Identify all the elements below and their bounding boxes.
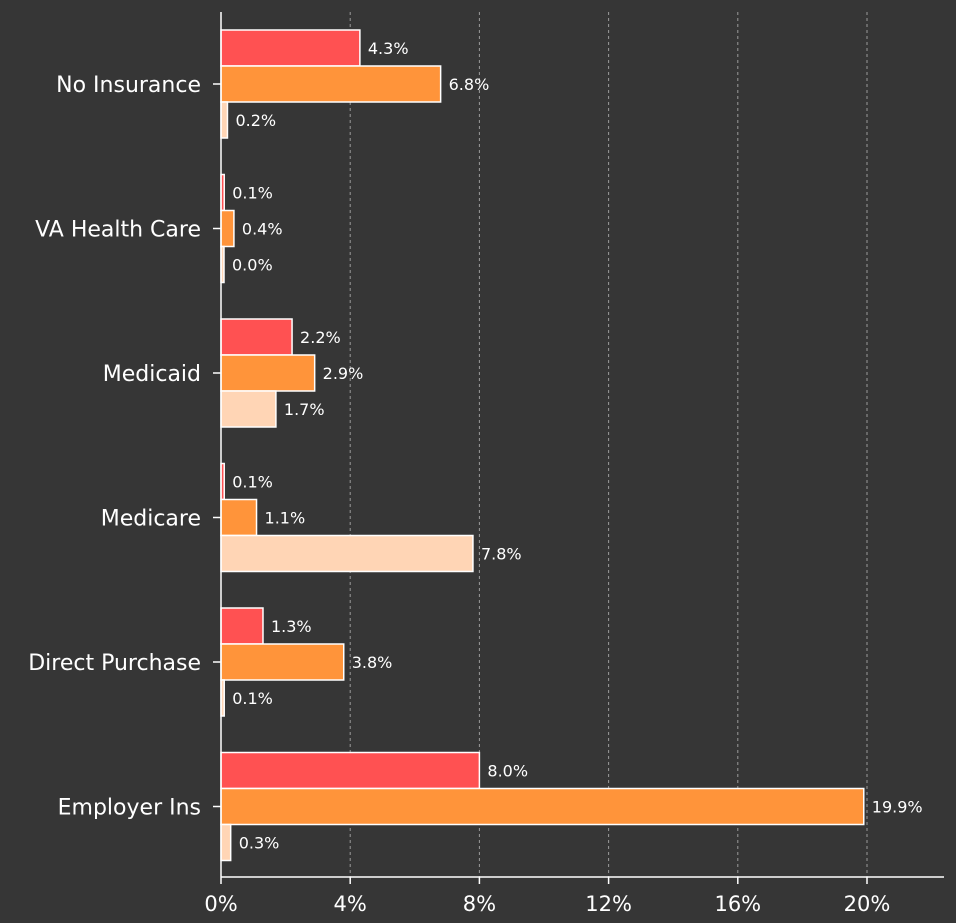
value-label: 0.1% (232, 184, 273, 203)
bars (220, 29, 865, 862)
value-label: 6.8% (449, 75, 490, 94)
bar (220, 787, 865, 826)
tick-labels: 0% 4% 8% 12% 16% 20% (204, 892, 890, 916)
value-labels: 4.3% 6.8% 0.2% 0.1% 0.4% 0.0% 2.2% 2.9% 1.7% 0.1%… (232, 39, 923, 853)
category-label: No Insurance (56, 73, 201, 98)
bar (220, 390, 277, 428)
bar (220, 29, 361, 67)
category-label: Employer Ins (58, 796, 201, 821)
bar (220, 354, 316, 392)
value-label: 8.0% (487, 762, 528, 781)
bar (220, 101, 229, 139)
category-label: Medicare (101, 507, 201, 532)
category-labels: No Insurance VA Health Care Medicaid Medica… (28, 73, 201, 821)
bar (220, 498, 258, 537)
x-tick-label: 0% (204, 892, 237, 916)
x-tick-label: 8% (463, 892, 496, 916)
value-label: 0.1% (232, 689, 273, 708)
category-label: Direct Purchase (28, 651, 201, 676)
bar (220, 65, 442, 103)
bar (220, 643, 345, 681)
x-tick-label: 16% (714, 892, 761, 916)
value-label: 0.3% (239, 834, 280, 853)
value-label: 2.9% (323, 364, 364, 383)
x-tick-label: 12% (585, 892, 632, 916)
value-label: 0.2% (235, 111, 276, 130)
value-label: 3.8% (352, 653, 393, 672)
value-label: 1.1% (265, 509, 306, 528)
value-label: 19.9% (872, 798, 923, 817)
value-label: 0.1% (232, 473, 273, 492)
category-label: VA Health Care (35, 218, 201, 243)
bar (220, 209, 235, 248)
bar (220, 607, 264, 645)
bar (220, 318, 293, 356)
category-label: Medicaid (103, 362, 201, 387)
value-label: 2.2% (300, 328, 341, 347)
bar (220, 534, 474, 573)
x-tick-label: 4% (334, 892, 367, 916)
bar (220, 751, 481, 790)
axes (213, 12, 944, 884)
value-label: 0.4% (242, 220, 283, 239)
value-label: 4.3% (368, 39, 409, 58)
grid (349, 12, 868, 877)
value-label: 1.7% (284, 400, 325, 419)
value-label: 7.8% (481, 545, 522, 564)
bar (220, 823, 232, 862)
x-tick-label: 20% (844, 892, 891, 916)
value-label: 0.0% (232, 256, 273, 275)
value-label: 1.3% (271, 617, 312, 636)
